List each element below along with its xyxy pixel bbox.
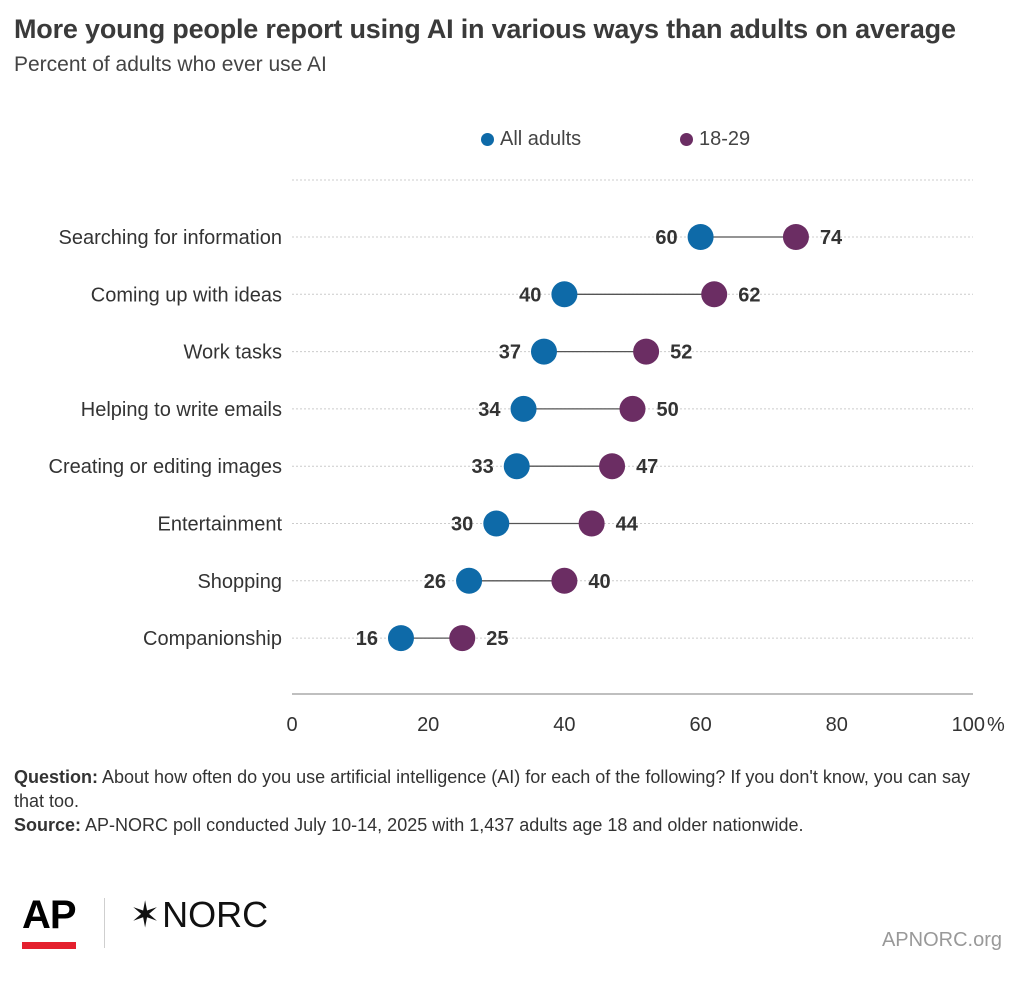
data-label-18-29: 44 bbox=[616, 514, 639, 536]
data-label-18-29: 25 bbox=[486, 628, 508, 650]
dot-all-adults bbox=[510, 395, 537, 422]
data-label-all-adults: 33 bbox=[471, 456, 493, 478]
data-label-all-adults: 30 bbox=[451, 514, 473, 536]
data-label-18-29: 47 bbox=[636, 456, 658, 478]
data-label-all-adults: 16 bbox=[356, 628, 378, 650]
legend-item-18-29: 18-29 bbox=[680, 128, 750, 151]
dumbbell-chart: Searching for information 60 74 Coming up w… bbox=[49, 179, 1005, 736]
data-label-18-29: 52 bbox=[670, 342, 692, 364]
legend-label-18-29: 18-29 bbox=[699, 128, 751, 150]
category-label: Work tasks bbox=[183, 342, 282, 364]
ap-logo-bar bbox=[22, 942, 76, 949]
dot-18-29 bbox=[701, 281, 728, 308]
dot-all-adults bbox=[456, 567, 483, 594]
category-label: Searching for information bbox=[59, 227, 282, 249]
dot-all-adults bbox=[530, 338, 557, 365]
dot-all-adults bbox=[503, 453, 530, 480]
dot-all-adults bbox=[387, 625, 414, 652]
x-tick-label: 0 bbox=[286, 714, 297, 736]
x-tick-label: 100 bbox=[952, 714, 985, 736]
category-label: Coming up with ideas bbox=[91, 284, 282, 306]
x-tick-label: 20 bbox=[417, 714, 439, 736]
dot-18-29 bbox=[578, 510, 605, 537]
category-label: Shopping bbox=[197, 571, 282, 593]
dot-18-29 bbox=[449, 625, 476, 652]
site-link[interactable]: APNORC.org bbox=[881, 929, 1002, 951]
source-label: Source: bbox=[14, 815, 82, 835]
norc-logo: ✶ NORC bbox=[130, 894, 268, 936]
x-tick-label: 80 bbox=[826, 714, 848, 736]
source-note: Source: AP-NORC poll conducted July 10-1… bbox=[14, 813, 1004, 837]
data-label-all-adults: 34 bbox=[478, 399, 501, 421]
question-label: Question: bbox=[14, 767, 98, 787]
x-tick-label: 60 bbox=[689, 714, 711, 736]
category-label: Entertainment bbox=[157, 514, 282, 536]
chart-notes: Question: About how often do you use art… bbox=[14, 765, 1004, 837]
data-label-all-adults: 40 bbox=[519, 284, 541, 306]
dot-18-29 bbox=[619, 395, 646, 422]
dot-all-adults bbox=[687, 224, 714, 250]
legend-label-all-adults: All adults bbox=[500, 128, 582, 150]
dot-all-adults bbox=[551, 281, 578, 308]
category-label: Companionship bbox=[143, 628, 282, 650]
legend-swatch-all-adults bbox=[481, 133, 494, 146]
category-label: Creating or editing images bbox=[49, 456, 282, 478]
source-text: AP-NORC poll conducted July 10-14, 2025 … bbox=[81, 815, 804, 835]
dot-18-29 bbox=[633, 338, 660, 365]
question-note: Question: About how often do you use art… bbox=[14, 765, 1004, 813]
legend-swatch-18-29 bbox=[680, 133, 693, 146]
chart-subtitle: Percent of adults who ever use AI bbox=[14, 53, 327, 76]
legend-item-all-adults: All adults bbox=[481, 128, 581, 151]
dot-18-29 bbox=[599, 453, 626, 480]
chart-title: More young people report using AI in var… bbox=[14, 14, 956, 44]
dot-all-adults bbox=[483, 510, 510, 537]
data-label-all-adults: 26 bbox=[424, 571, 446, 593]
data-label-18-29: 50 bbox=[657, 399, 679, 421]
data-label-all-adults: 60 bbox=[655, 227, 677, 249]
x-tick-label: 40 bbox=[553, 714, 575, 736]
category-label: Helping to write emails bbox=[81, 399, 282, 421]
data-label-18-29: 74 bbox=[820, 227, 843, 249]
dot-18-29 bbox=[782, 224, 809, 250]
norc-star-icon: ✶ bbox=[130, 894, 161, 935]
data-label-18-29: 62 bbox=[738, 284, 760, 306]
x-tick-unit: % bbox=[987, 714, 1005, 736]
data-label-all-adults: 37 bbox=[499, 342, 521, 364]
data-label-18-29: 40 bbox=[588, 571, 610, 593]
dot-18-29 bbox=[551, 567, 578, 594]
ap-logo: AP bbox=[22, 893, 77, 937]
question-text: About how often do you use artificial in… bbox=[14, 767, 970, 811]
logo-divider bbox=[104, 898, 105, 948]
norc-logo-text: NORC bbox=[162, 894, 269, 935]
